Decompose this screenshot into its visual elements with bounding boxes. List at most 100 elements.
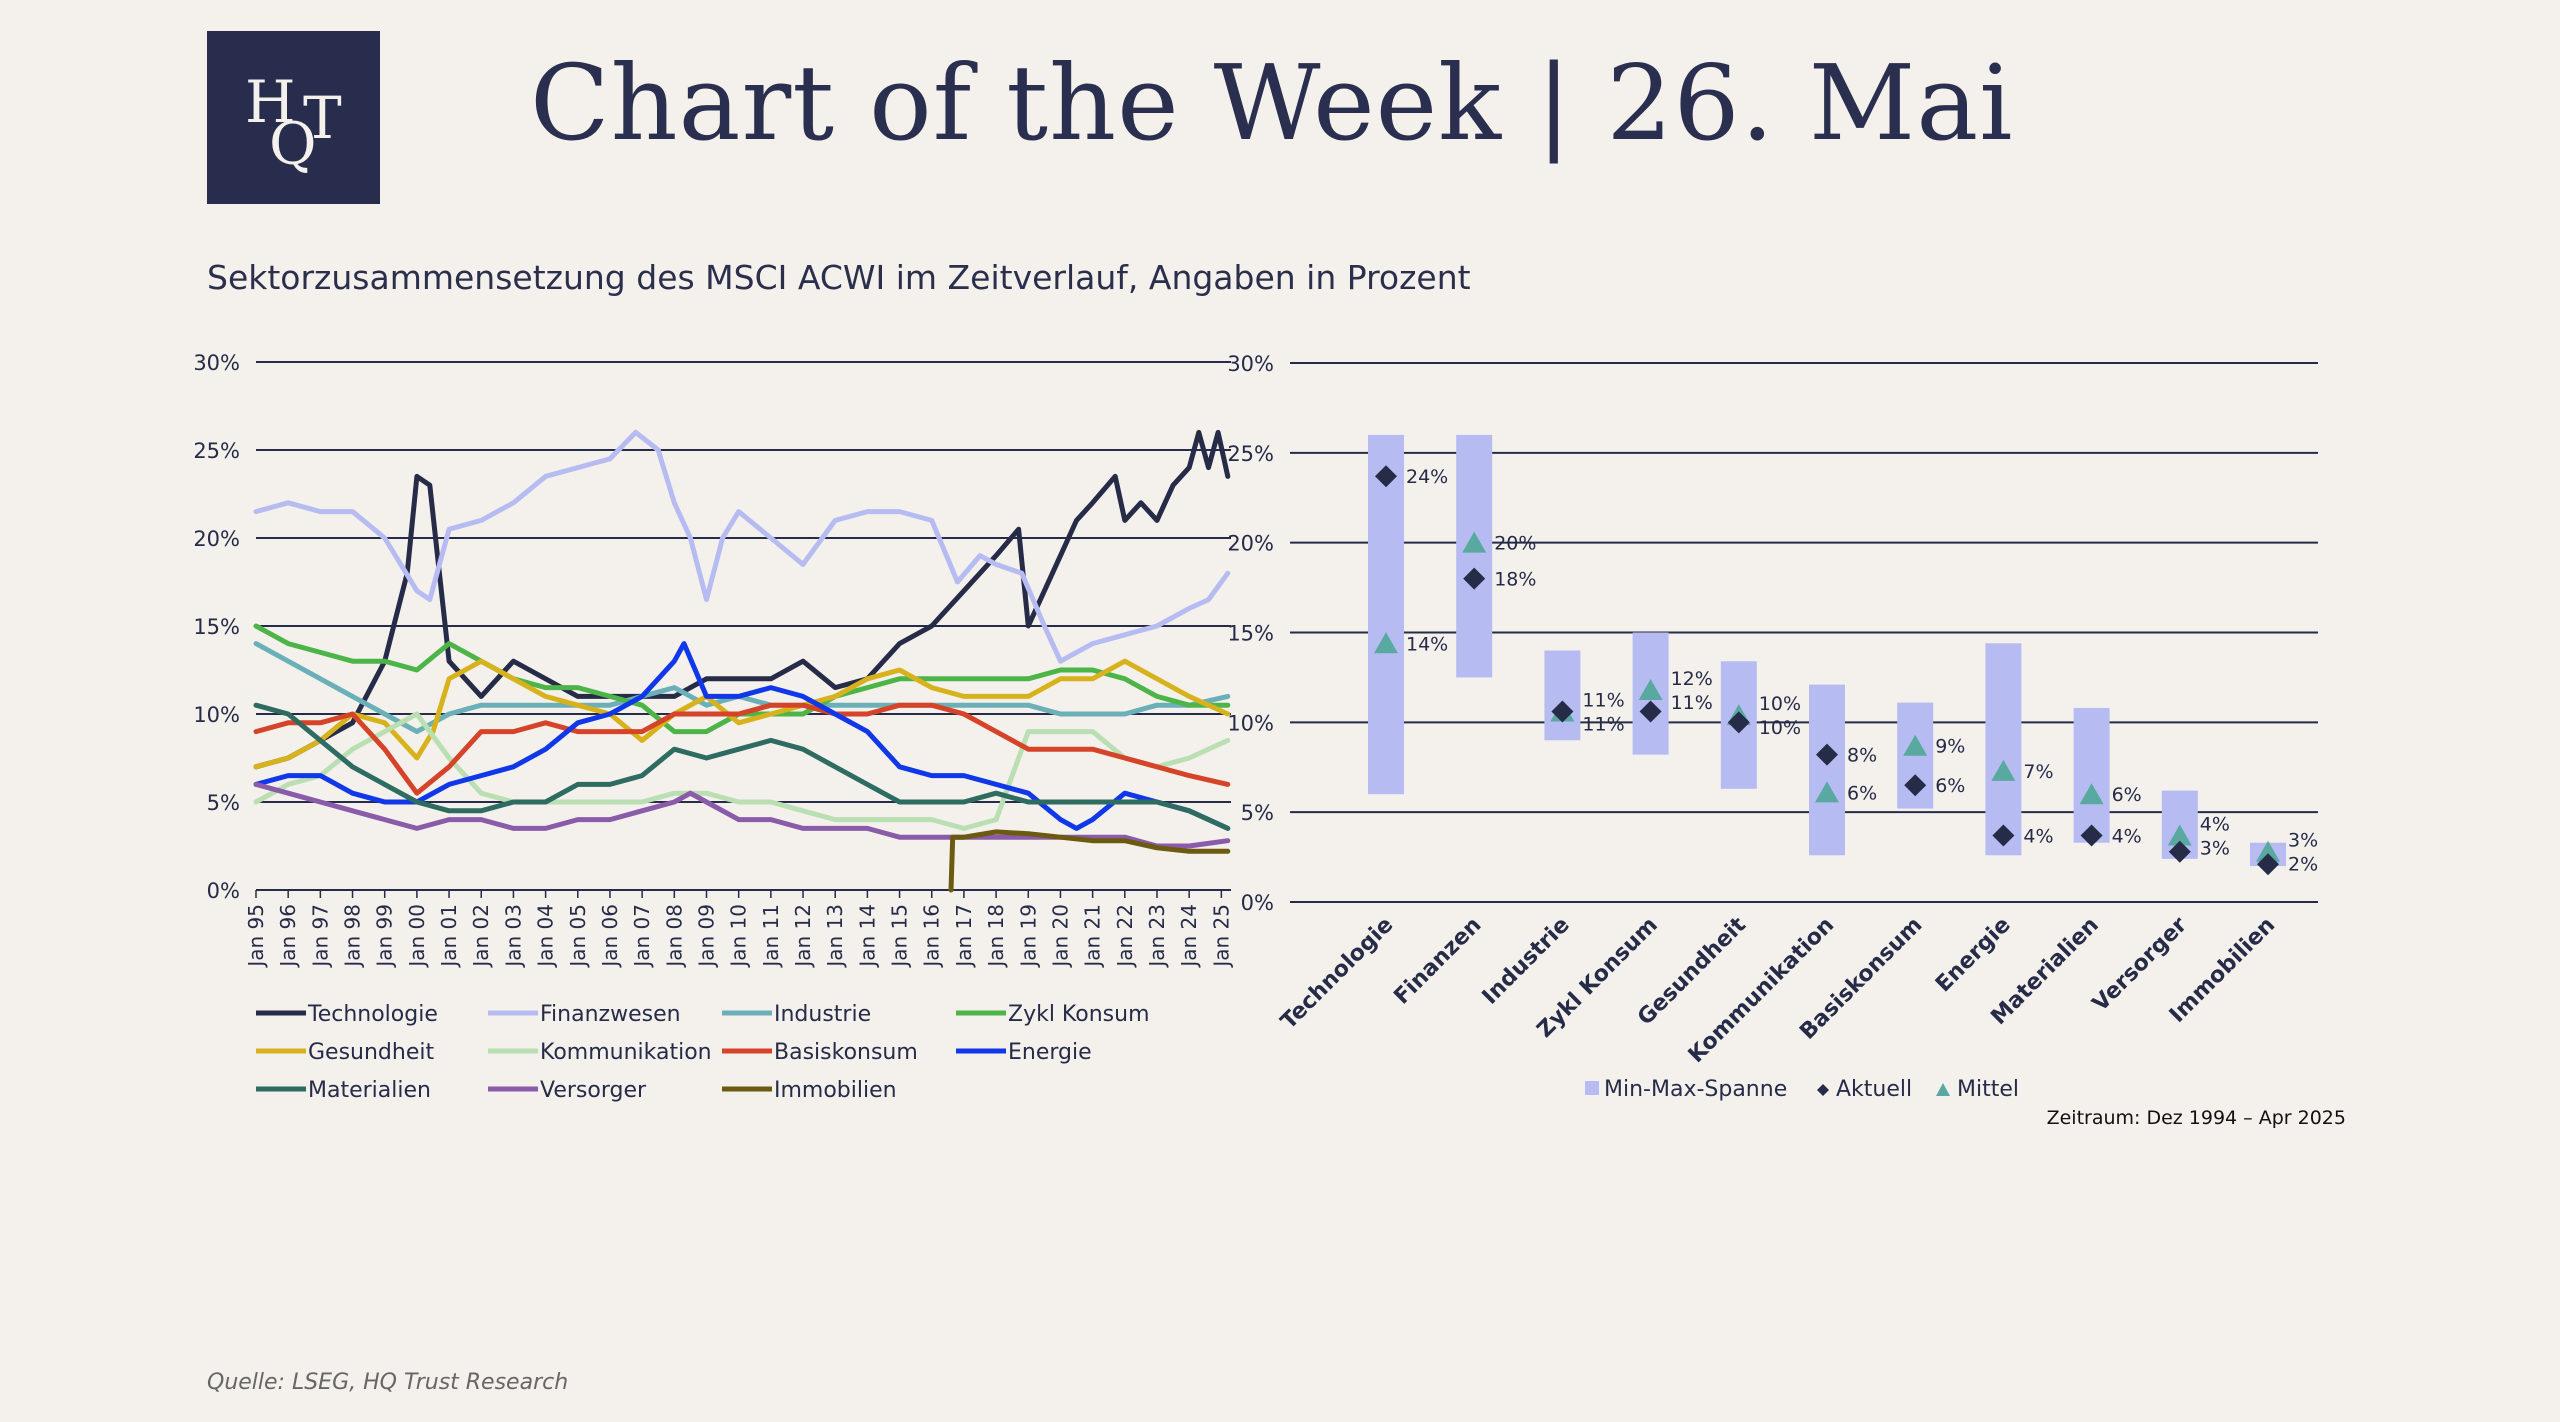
- right-y-tick-label: 5%: [1241, 801, 1274, 825]
- series-line-kommunikation: [253, 711, 1231, 831]
- left-x-tick-label: Jan 07: [630, 904, 654, 969]
- left-x-tick-label: Jan 14: [855, 904, 879, 969]
- left-x-tick-label: Jan 96: [276, 904, 300, 969]
- legend-label: Technologie: [307, 1002, 438, 1027]
- left-x-tick-label: Jan 04: [534, 904, 558, 969]
- current-marker: [1551, 700, 1574, 723]
- legend-label: Zykl Konsum: [1008, 1002, 1150, 1027]
- current-value-label: 18%: [1494, 569, 1536, 591]
- legend-label: Aktuell: [1836, 1077, 1912, 1102]
- current-value-label: 2%: [2288, 854, 2318, 876]
- left-y-tick-label: 10%: [193, 703, 240, 727]
- left-x-tick-label: Jan 13: [823, 904, 847, 969]
- current-value-label: 10%: [1759, 717, 1801, 739]
- current-marker: [1727, 711, 1750, 734]
- mean-value-label: 14%: [1406, 633, 1448, 655]
- left-x-tick-label: Jan 97: [308, 904, 332, 969]
- series-line-energie: [253, 641, 1231, 831]
- left-x-tick-label: Jan 08: [662, 904, 686, 969]
- current-marker: [2080, 824, 2103, 847]
- left-y-tick-label: 25%: [193, 439, 240, 463]
- series-line-finanzwesen: [253, 429, 1231, 664]
- current-marker: [1375, 465, 1397, 488]
- mean-value-label: 3%: [2288, 830, 2318, 852]
- left-x-tick-label: Jan 01: [437, 904, 461, 969]
- mean-marker: [2256, 840, 2280, 862]
- logo-letter-q: Q: [269, 110, 317, 178]
- current-marker: [2168, 840, 2191, 863]
- right-y-tick-label: 30%: [1227, 352, 1274, 376]
- left-x-tick-label: Jan 22: [1113, 904, 1137, 969]
- left-x-tick-label: Jan 19: [1016, 904, 1040, 969]
- left-y-tick-label: 20%: [193, 527, 240, 551]
- range-chart-footnote: Zeitraum: Dez 1994 – Apr 2025: [2047, 1107, 2346, 1129]
- legend-range-swatch: [1585, 1081, 1599, 1095]
- legend-current-swatch: [1817, 1084, 1829, 1096]
- legend-label: Finanzwesen: [540, 1002, 681, 1027]
- category-label: Finanzen: [1389, 913, 1486, 1010]
- left-x-tick-label: Jan 15: [888, 904, 912, 969]
- left-x-tick-label: Jan 21: [1081, 904, 1105, 969]
- left-x-tick-label: Jan 05: [566, 904, 590, 969]
- legend-label: Industrie: [774, 1002, 871, 1027]
- mean-value-label: 9%: [1935, 736, 1965, 758]
- series-line-industrie: [253, 641, 1231, 735]
- mean-value-label: 20%: [1494, 533, 1536, 555]
- category-label: Industrie: [1478, 913, 1575, 1010]
- mean-value-label: 7%: [2023, 761, 2053, 783]
- range-bar: [2073, 707, 2110, 843]
- legend-label: Materialien: [308, 1078, 431, 1103]
- mean-value-label: 4%: [2200, 814, 2230, 836]
- left-x-tick-label: Jan 95: [244, 904, 268, 969]
- left-y-tick-label: 30%: [193, 351, 240, 375]
- mean-marker: [2079, 783, 2104, 805]
- right-y-tick-label: 15%: [1227, 622, 1274, 646]
- current-value-label: 6%: [1935, 775, 1965, 797]
- left-x-tick-label: Jan 25: [1209, 904, 1233, 969]
- legend-label: Basiskonsum: [774, 1040, 918, 1065]
- left-x-tick-label: Jan 09: [694, 904, 718, 969]
- mean-value-label: 6%: [1847, 782, 1877, 804]
- left-x-tick-label: Jan 00: [405, 904, 429, 969]
- current-value-label: 11%: [1582, 714, 1624, 736]
- left-x-tick-label: Jan 99: [373, 904, 397, 969]
- right-y-tick-label: 0%: [1241, 891, 1274, 915]
- mean-value-label: 11%: [1582, 690, 1624, 712]
- current-marker: [1463, 567, 1486, 590]
- page-title: Chart of the Week | 26. Mai: [530, 42, 2014, 164]
- legend-label: Versorger: [540, 1078, 647, 1103]
- legend-label: Mittel: [1957, 1077, 2019, 1102]
- left-x-tick-label: Jan 20: [1048, 904, 1072, 969]
- source-note: Quelle: LSEG, HQ Trust Research: [207, 1370, 569, 1395]
- left-x-tick-label: Jan 98: [341, 904, 365, 969]
- series-line-immobilien: [948, 829, 1231, 893]
- left-x-tick-label: Jan 17: [952, 904, 976, 969]
- category-label: Technologie: [1276, 913, 1398, 1035]
- left-x-tick-label: Jan 18: [984, 904, 1008, 969]
- mean-marker: [1374, 632, 1398, 654]
- current-value-label: 4%: [2023, 826, 2053, 848]
- left-x-tick-label: Jan 10: [727, 904, 751, 969]
- left-y-tick-label: 5%: [207, 791, 240, 815]
- left-x-tick-label: Jan 24: [1177, 904, 1201, 969]
- current-marker: [1992, 824, 2015, 847]
- range-bar: [1985, 643, 2022, 856]
- left-x-tick-label: Jan 06: [598, 904, 622, 969]
- chart-subtitle: Sektorzusammensetzung des MSCI ACWI im Z…: [207, 258, 1471, 297]
- right-y-tick-label: 10%: [1227, 711, 1274, 735]
- category-label: Kommunikation: [1684, 913, 1839, 1068]
- range-bar: [1809, 684, 1845, 856]
- mean-marker: [2167, 824, 2192, 846]
- current-value-label: 11%: [1671, 692, 1713, 714]
- current-marker: [1904, 774, 1927, 797]
- series-line-technologie: [253, 429, 1231, 770]
- legend-label: Energie: [1008, 1040, 1092, 1065]
- mean-marker: [1991, 759, 2016, 781]
- left-x-tick-label: Jan 03: [501, 904, 525, 969]
- left-x-tick-label: Jan 16: [920, 904, 944, 969]
- left-x-tick-label: Jan 23: [1145, 904, 1169, 969]
- left-x-tick-label: Jan 02: [469, 904, 493, 969]
- range-bar: [1544, 650, 1581, 741]
- current-marker: [2257, 853, 2279, 876]
- hqt-logo: H Q T: [207, 31, 380, 204]
